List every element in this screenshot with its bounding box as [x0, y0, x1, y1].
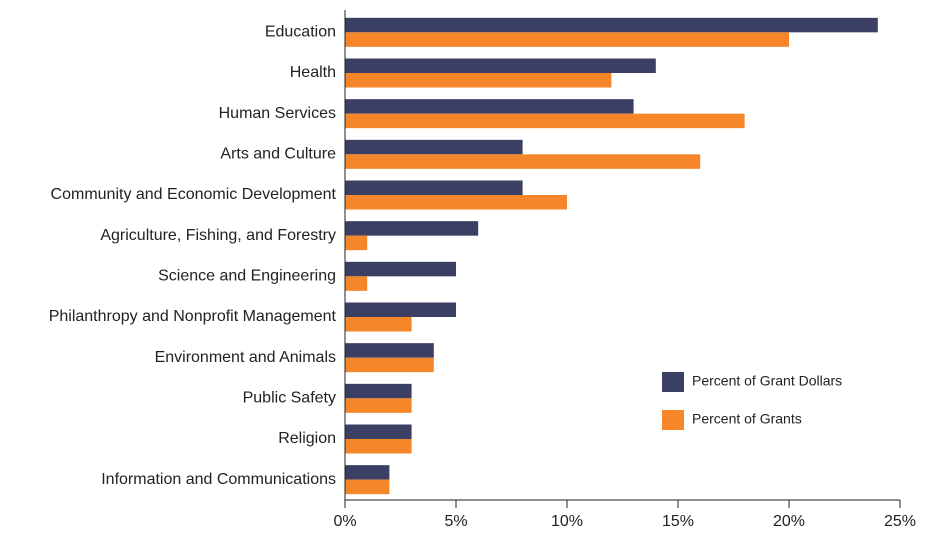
bar: [345, 17, 878, 33]
bar: [345, 357, 434, 373]
bar: [345, 221, 479, 236]
y-tick-label: Health: [290, 64, 336, 81]
bar: [345, 261, 456, 277]
bar: [345, 58, 656, 73]
bar: [345, 180, 523, 195]
x-tick-label: 5%: [444, 513, 467, 530]
bar: [345, 73, 612, 88]
x-tick-label: 20%: [773, 513, 805, 530]
y-tick-label: Philanthropy and Nonprofit Management: [49, 308, 337, 325]
bar: [345, 32, 789, 47]
legend-swatch: [662, 372, 684, 392]
bar: [345, 398, 412, 413]
bar: [345, 317, 412, 332]
x-tick-label: 10%: [551, 513, 583, 530]
bar: [345, 99, 634, 114]
bar: [345, 139, 523, 155]
y-tick-label: Education: [265, 24, 336, 41]
bar: [345, 302, 456, 317]
bar: [345, 276, 368, 291]
bar: [345, 465, 390, 480]
bar: [345, 195, 567, 210]
y-tick-label: Public Safety: [243, 390, 336, 407]
x-tick-label: 25%: [884, 513, 916, 530]
bar: [345, 235, 368, 251]
y-tick-label: Religion: [278, 430, 336, 447]
bar: [345, 113, 745, 129]
bar: [345, 154, 701, 169]
y-tick-label: Science and Engineering: [158, 268, 336, 285]
y-tick-label: Agriculture, Fishing, and Forestry: [100, 227, 336, 244]
legend-label: Percent of Grant Dollars: [692, 373, 842, 389]
x-tick-label: 0%: [333, 513, 356, 530]
legend-swatch: [662, 410, 684, 430]
bar: [345, 383, 412, 399]
bar: [345, 439, 412, 454]
bar: [345, 424, 412, 439]
bar: [345, 479, 390, 495]
x-tick-label: 15%: [662, 513, 694, 530]
y-tick-label: Information and Communications: [101, 471, 336, 488]
bar: [345, 343, 434, 358]
y-tick-label: Human Services: [219, 105, 336, 122]
y-tick-label: Environment and Animals: [155, 349, 336, 366]
legend-label: Percent of Grants: [692, 411, 802, 427]
y-tick-label: Arts and Culture: [220, 146, 336, 163]
y-tick-label: Community and Economic Development: [51, 186, 337, 203]
